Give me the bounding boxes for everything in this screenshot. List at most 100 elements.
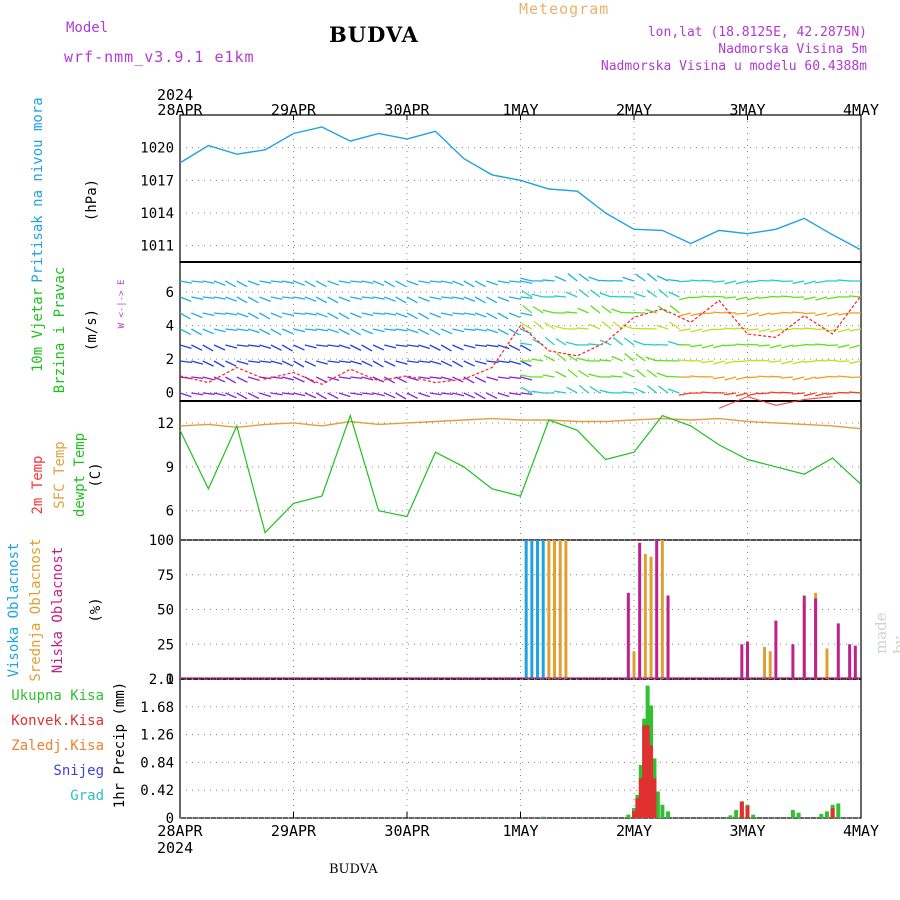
wind-arrow: [780, 376, 793, 379]
wind-arrow: [270, 344, 282, 351]
pressure-axis-label: Pritisak na nivou mora: [30, 97, 46, 282]
wind-arrow: [624, 353, 635, 362]
wind-arrow: [519, 374, 532, 378]
precip-bar: [734, 810, 739, 818]
wind-arrow: [848, 295, 862, 298]
wind-arrow: [497, 296, 510, 302]
wind-arrow: [803, 360, 816, 363]
wind-arrow: [520, 328, 532, 335]
precip-legend-item: Snijeg: [53, 763, 104, 779]
wind-arrow: [463, 376, 475, 384]
wind-arrow: [803, 343, 816, 346]
wind-arrow: [338, 328, 350, 336]
precip-bar: [635, 798, 640, 818]
wind-arrow: [281, 360, 294, 367]
cloud-bar: [768, 651, 772, 679]
wind-arrow: [497, 392, 510, 398]
cloud-mid-label: Srednja Oblacnost: [28, 538, 44, 681]
wind-arrow: [735, 327, 748, 330]
wind-arrow: [316, 344, 329, 348]
wind-arrow: [350, 392, 363, 396]
wind-arrow: [179, 328, 191, 336]
wind-arrow: [690, 296, 703, 299]
wind-arrow: [815, 392, 828, 397]
wind-arrow: [327, 328, 340, 334]
wind-arrow: [724, 296, 737, 299]
wind-arrow: [474, 360, 487, 365]
wind-arrow: [293, 280, 305, 286]
wind-arrow: [259, 280, 272, 284]
wind-arrow: [520, 360, 532, 367]
wind-arrow: [769, 344, 782, 349]
wind-arrow: [645, 356, 657, 362]
wind-arrow: [225, 376, 237, 384]
wind-arrow: [678, 312, 691, 317]
x-tick-label-top: 3MAY: [729, 101, 765, 119]
wind-arrow: [520, 376, 533, 381]
wind-arrow: [213, 376, 226, 383]
cloud-bar: [836, 623, 840, 679]
wind-arrow: [486, 344, 499, 348]
x-tick-label-top: 4MAY: [843, 101, 879, 119]
wind-arrow: [758, 359, 771, 362]
wind-arrow: [792, 311, 805, 314]
wind-arrow: [248, 360, 261, 364]
wind-arrow: [236, 344, 249, 348]
wind-arrow: [270, 376, 283, 380]
precip-bar: [660, 804, 665, 818]
wind-arrow: [849, 344, 862, 349]
wind-arrow: [440, 392, 454, 395]
wind-arrow: [338, 344, 351, 350]
wind-arrow: [542, 279, 555, 282]
wind-arrow: [622, 371, 635, 378]
cloud-bar: [649, 556, 653, 679]
wind-arrow: [225, 360, 237, 367]
wind-arrow: [780, 391, 793, 394]
wind-arrow: [814, 343, 828, 346]
cloud-low-label: Niska Oblacnost: [50, 547, 66, 673]
wind-arrow: [701, 344, 714, 349]
wind-arrow: [259, 392, 272, 398]
wind-arrow: [304, 296, 317, 302]
wind-arrow: [735, 376, 748, 381]
precip-bar: [819, 814, 824, 818]
wind-arrow: [611, 355, 623, 362]
wind-arrow: [350, 376, 363, 380]
wind-arrow: [247, 280, 260, 286]
wind-arrow: [202, 280, 215, 284]
wind-arrow: [814, 280, 828, 284]
wind-arrow: [474, 296, 486, 304]
wind-arrow: [803, 296, 816, 301]
wind-arrow: [769, 312, 782, 315]
wind-arrow: [213, 312, 227, 315]
wind-arrow: [567, 368, 578, 378]
wind-arrow: [746, 376, 759, 379]
cloud-bar: [825, 648, 829, 679]
wind-arrow: [531, 293, 544, 298]
precip-bar: [632, 811, 636, 818]
wind-arrow: [508, 328, 520, 336]
wind-arrow: [837, 375, 850, 378]
wind-arrow: [315, 280, 328, 288]
wind-arrow: [601, 321, 612, 330]
wind-arrow: [780, 311, 793, 314]
wind-arrow: [225, 328, 238, 331]
wind-arrow: [429, 360, 442, 365]
wind-arrow: [452, 344, 464, 351]
precip-legend-item: Ukupna Kisa: [11, 688, 104, 704]
cloud-bar: [802, 595, 806, 679]
precip-bar: [645, 725, 650, 818]
wind-arrow: [418, 392, 430, 398]
wind-arrow: [497, 280, 510, 284]
wind-arrow: [509, 296, 522, 300]
wind-arrow: [509, 280, 522, 283]
wind-arrow: [724, 376, 737, 381]
temp-2m-line: [718, 396, 833, 409]
precip-bar: [739, 801, 744, 818]
wind-unit-label: (m/s): [84, 309, 100, 351]
x-tick-label-top: 2MAY: [616, 101, 652, 119]
wind-arrow: [758, 375, 771, 378]
pressure-line: [179, 126, 862, 251]
wind-arrow: [589, 385, 601, 394]
